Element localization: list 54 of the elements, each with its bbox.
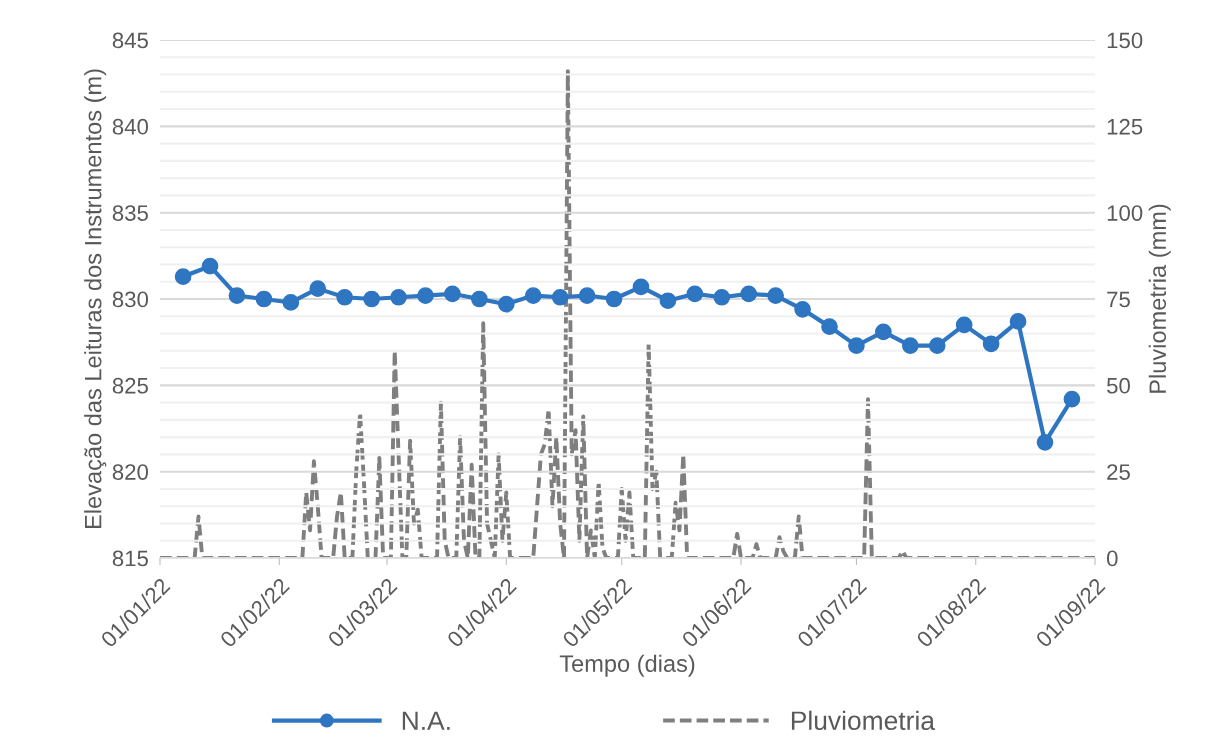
y-tick-label: 845: [112, 32, 148, 49]
point: [955, 316, 973, 334]
point: [497, 295, 515, 313]
point: [309, 280, 327, 297]
point: [875, 323, 892, 341]
point: [821, 318, 838, 335]
point: [201, 257, 219, 275]
y-tick-label: 825: [112, 377, 148, 394]
y-tick-label: 835: [112, 205, 148, 221]
point: [1036, 433, 1054, 451]
point: [605, 290, 623, 308]
y2-tick-label: 100: [1107, 205, 1143, 221]
y-tick-label: 830: [112, 291, 149, 308]
y-tick-label: 815: [112, 550, 148, 567]
point: [524, 287, 542, 304]
point: [336, 288, 354, 306]
point: [848, 337, 865, 354]
y2-tick-label: 0: [1106, 550, 1118, 567]
point: [1009, 313, 1027, 330]
point: [551, 288, 569, 306]
x-axis-title: Tempo (dias): [559, 654, 695, 677]
y2-tick-label: 75: [1107, 291, 1130, 308]
y2-tick-label: 125: [1107, 118, 1143, 135]
point: [740, 285, 758, 303]
point: [444, 285, 461, 303]
point: [632, 278, 650, 296]
point: [713, 288, 731, 306]
point: [659, 292, 677, 310]
y-axis-title: Elevação das Leituras dos Instrumentos (m): [84, 69, 107, 529]
y2-tick-label: 25: [1107, 464, 1130, 480]
y-tick-label: 840: [112, 118, 149, 135]
y-tick-label: 820: [112, 464, 149, 480]
point: [686, 285, 704, 303]
y2-axis-title: Pluviometria (mm): [1148, 204, 1171, 393]
point: [282, 294, 300, 311]
point: [390, 288, 407, 306]
legend-label: Pluviometria: [791, 710, 935, 731]
point: [767, 287, 784, 304]
legend-label: N.A.: [402, 711, 450, 730]
point: [255, 290, 273, 308]
point: [928, 337, 946, 354]
point: [471, 290, 488, 308]
point: [1063, 390, 1081, 408]
point: [228, 287, 246, 304]
y2-tick-label: 150: [1107, 32, 1143, 49]
point: [901, 337, 919, 354]
y2-tick-label: 50: [1107, 377, 1130, 394]
point: [982, 335, 1000, 353]
point: [794, 301, 811, 318]
line-series: [160, 69, 1095, 558]
point: [578, 287, 596, 304]
point: [417, 287, 434, 304]
point: [174, 268, 192, 285]
point: [363, 290, 380, 308]
